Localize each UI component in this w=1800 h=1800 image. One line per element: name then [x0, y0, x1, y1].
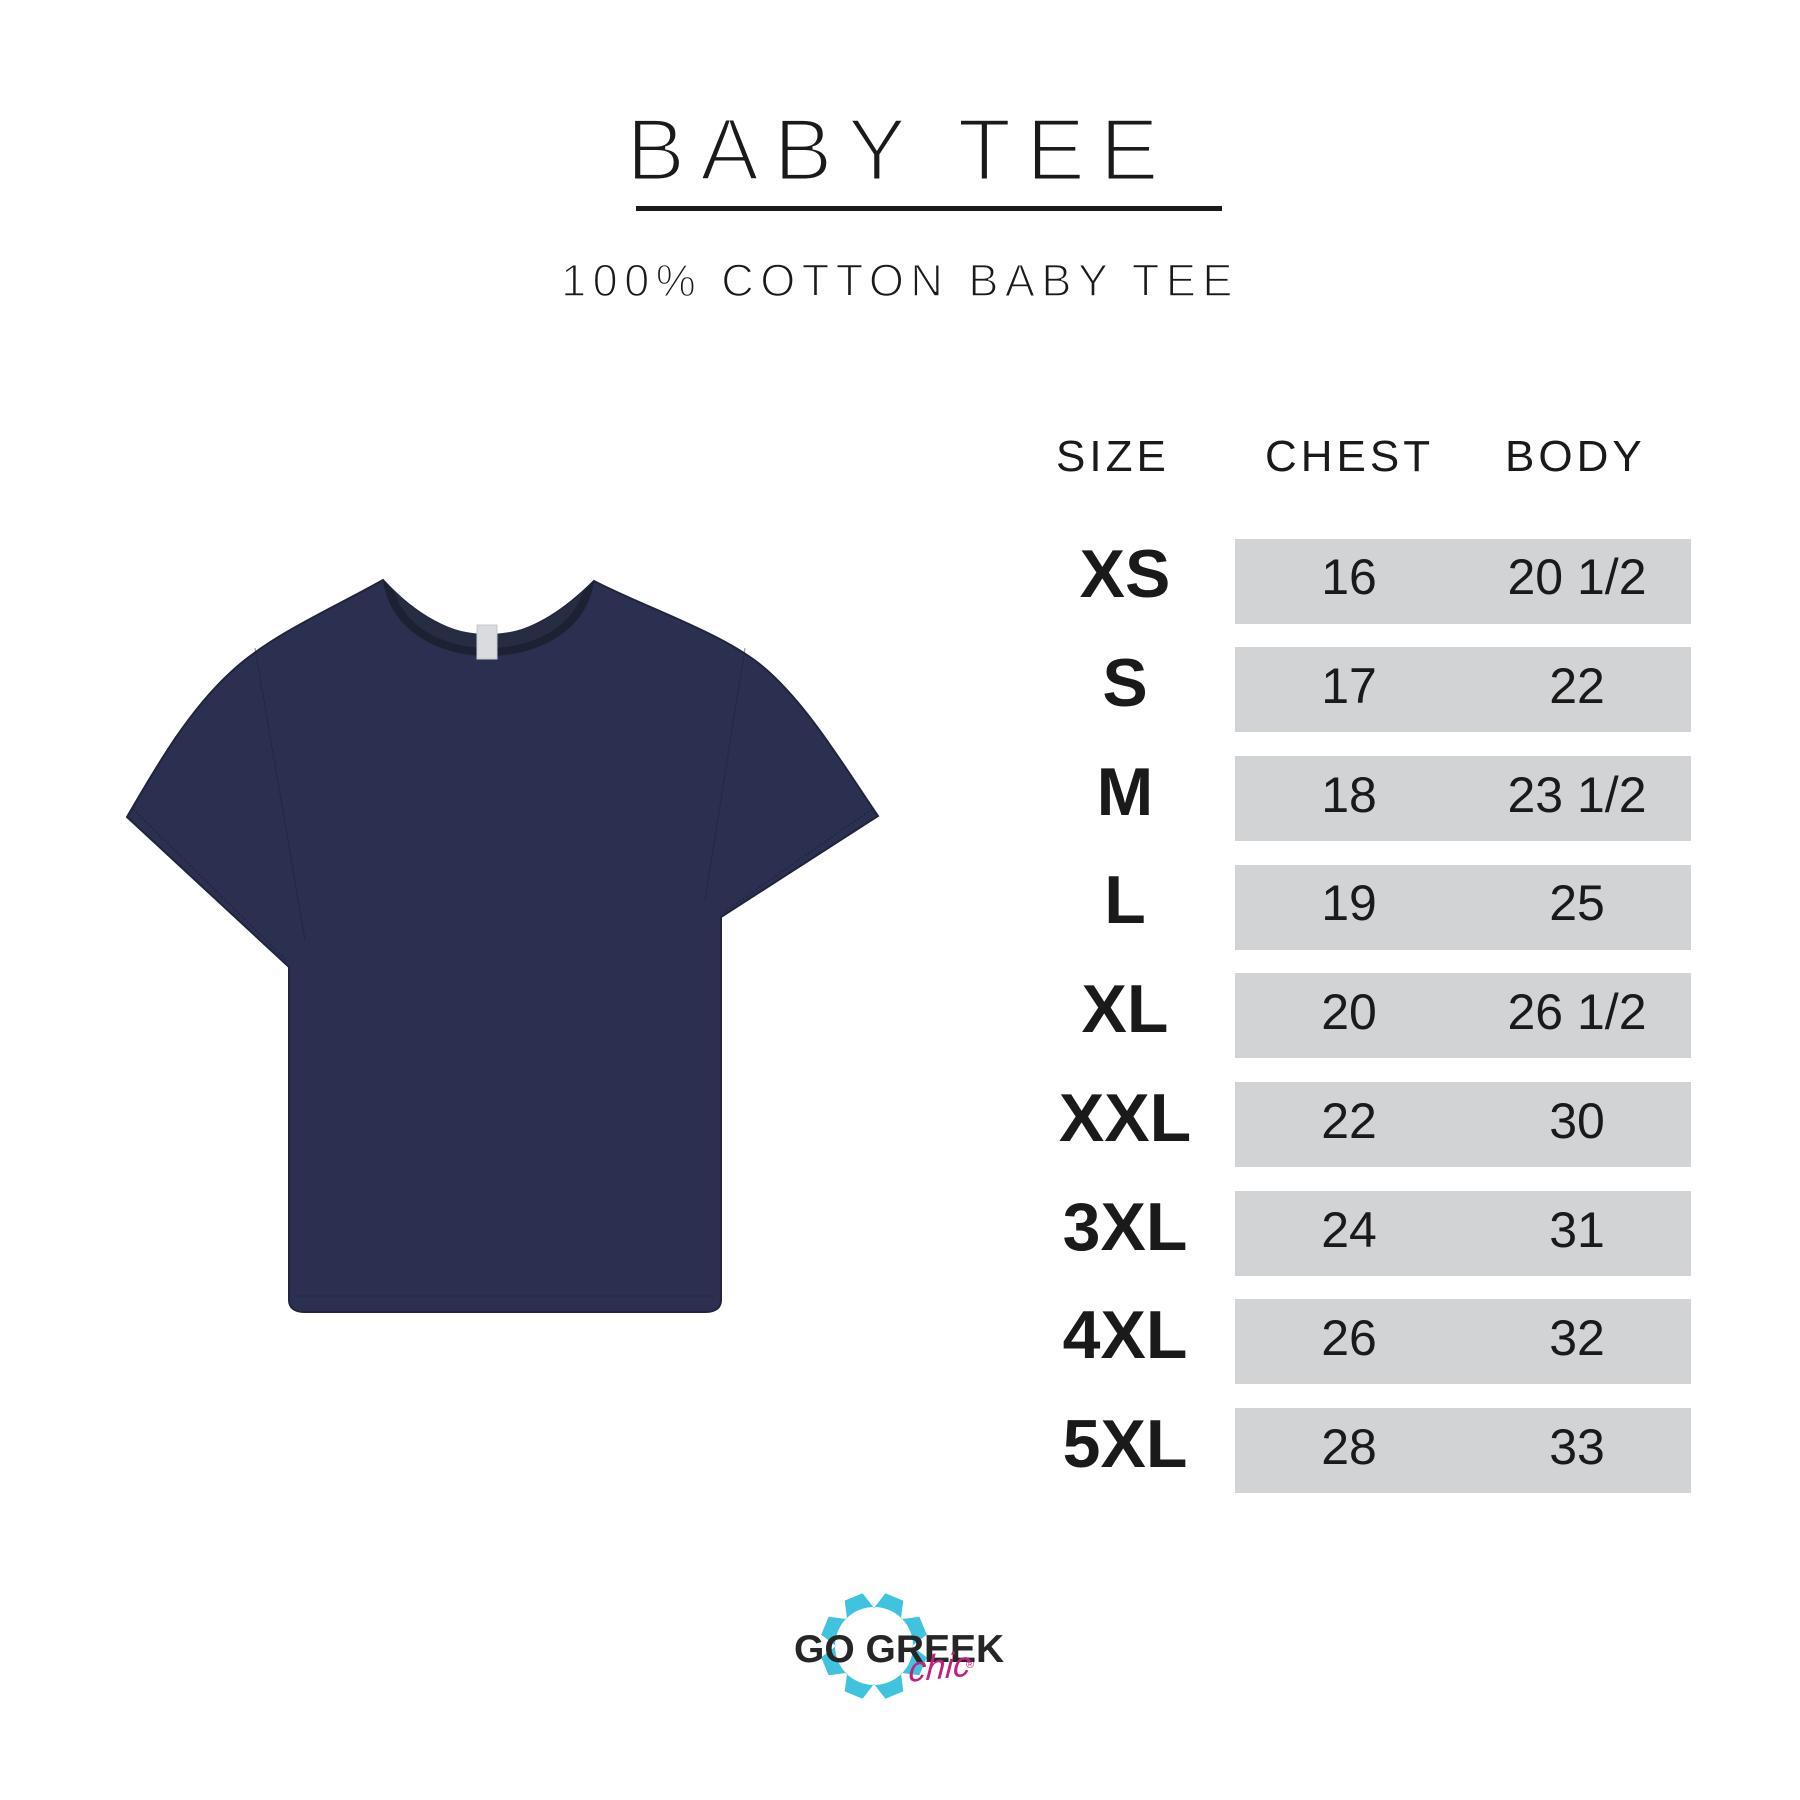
svg-text:®: ®	[966, 1659, 974, 1671]
svg-text:chic: chic	[907, 1644, 972, 1690]
